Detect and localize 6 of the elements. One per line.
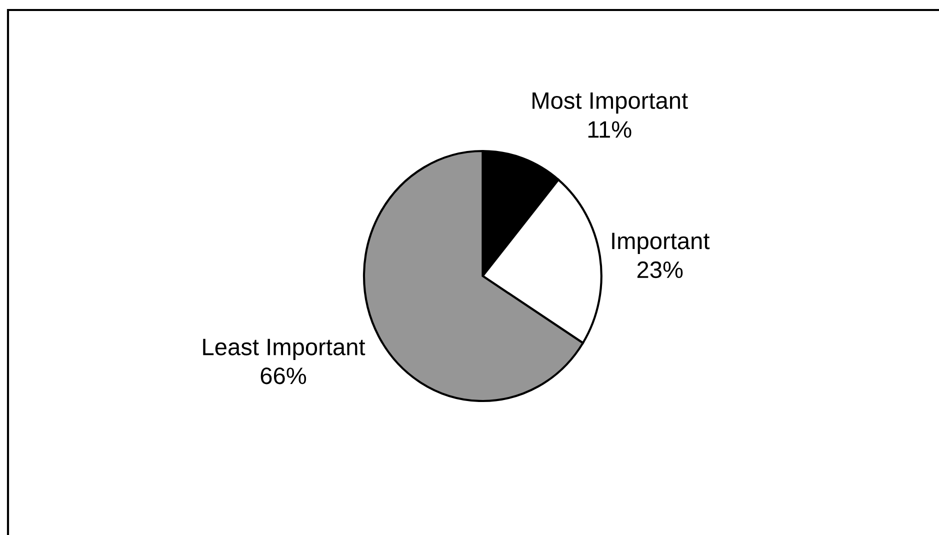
slice-label: Most Important: [532, 92, 688, 114]
data-label: 23%: [637, 261, 683, 278]
slice-label: Important: [612, 232, 710, 254]
slice-label: Least Important: [203, 338, 366, 360]
data-label: 66%: [260, 367, 306, 384]
data-label: 11%: [588, 121, 632, 138]
